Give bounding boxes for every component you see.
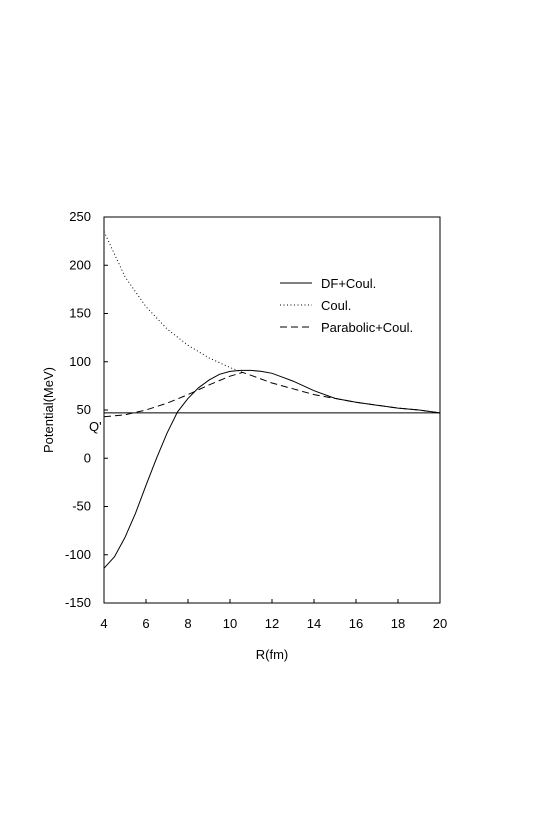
- y-tick-label: 150: [69, 306, 91, 321]
- x-tick-label: 14: [307, 616, 321, 631]
- y-tick-label: -100: [65, 547, 91, 562]
- x-axis-label: R(fm): [256, 647, 289, 662]
- y-tick-label: 100: [69, 354, 91, 369]
- series-line: [103, 231, 243, 373]
- q-annotation: Q': [89, 419, 102, 434]
- y-tick-label: 50: [77, 402, 91, 417]
- x-tick-label: 4: [100, 616, 107, 631]
- x-tick-label: 6: [142, 616, 149, 631]
- series-line: [103, 369, 441, 569]
- y-axis-label: Potential(MeV): [41, 367, 56, 453]
- x-tick-label: 12: [265, 616, 279, 631]
- series-line: [103, 371, 441, 418]
- y-tick-label: 250: [69, 209, 91, 224]
- plot-frame: [103, 216, 441, 604]
- legend-label: Coul.: [321, 298, 351, 313]
- legend-label: DF+Coul.: [321, 276, 376, 291]
- x-tick-label: 8: [184, 616, 191, 631]
- y-tick-label: 0: [84, 450, 91, 465]
- x-tick-label: 18: [391, 616, 405, 631]
- y-tick-label: -50: [72, 499, 91, 514]
- y-tick-label: -150: [65, 595, 91, 610]
- legend-label: Parabolic+Coul.: [321, 320, 413, 335]
- x-tick-label: 20: [433, 616, 447, 631]
- axes: 4 6 8 10 12 14 16 18 20 -150 -100 -50 0 50 100 150 200 25…: [65, 209, 447, 631]
- y-tick-label: 200: [69, 257, 91, 272]
- legend: DF+Coul. Coul. Parabolic+Coul.: [280, 276, 413, 335]
- x-tick-label: 16: [349, 616, 363, 631]
- x-tick-label: 10: [223, 616, 237, 631]
- series-layer: [103, 231, 441, 569]
